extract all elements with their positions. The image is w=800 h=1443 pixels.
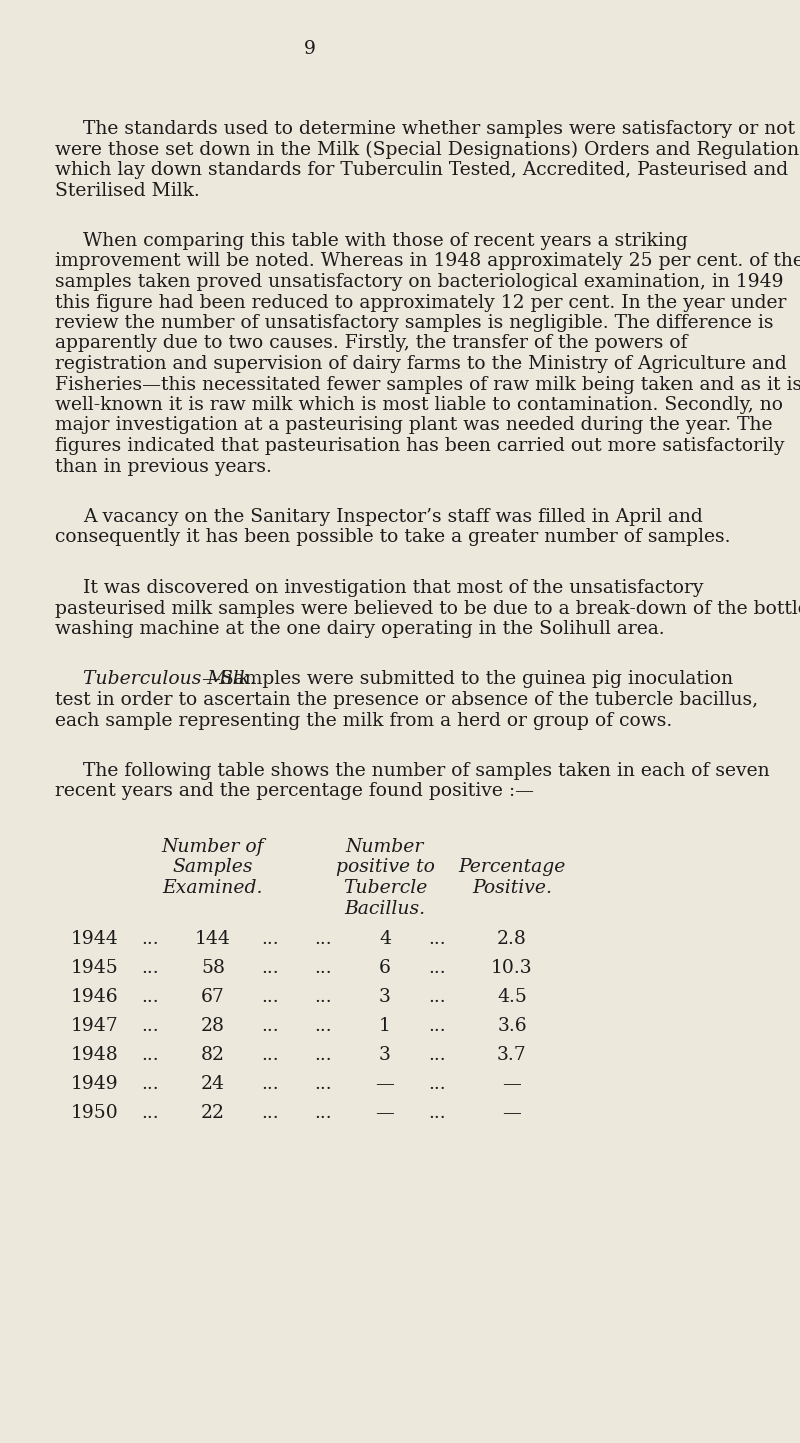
Text: were those set down in the Milk (Special Designations) Orders and Regulations: were those set down in the Milk (Special… <box>55 140 800 159</box>
Text: ...: ... <box>141 988 159 1006</box>
Text: than in previous years.: than in previous years. <box>55 457 272 476</box>
Text: 22: 22 <box>201 1104 225 1123</box>
Text: When comparing this table with those of recent years a striking: When comparing this table with those of … <box>83 232 688 250</box>
Text: 3.6: 3.6 <box>497 1017 527 1035</box>
Text: Fisheries—this necessitated fewer samples of raw milk being taken and as it is: Fisheries—this necessitated fewer sample… <box>55 375 800 394</box>
Text: 1945: 1945 <box>71 960 119 977</box>
Text: ...: ... <box>428 1017 446 1035</box>
Text: ...: ... <box>261 1104 279 1123</box>
Text: ...: ... <box>428 1046 446 1063</box>
Text: ...: ... <box>314 960 332 977</box>
Text: test in order to ascertain the presence or absence of the tubercle bacillus,: test in order to ascertain the presence … <box>55 691 758 709</box>
Text: ...: ... <box>141 1017 159 1035</box>
Text: 10.3: 10.3 <box>491 960 533 977</box>
Text: review the number of unsatisfactory samples is negligible. The difference is: review the number of unsatisfactory samp… <box>55 315 774 332</box>
Text: consequently it has been possible to take a greater number of samples.: consequently it has been possible to tak… <box>55 528 730 547</box>
Text: well-known it is raw milk which is most liable to contamination. Secondly, no: well-known it is raw milk which is most … <box>55 395 783 414</box>
Text: each sample representing the milk from a herd or group of cows.: each sample representing the milk from a… <box>55 711 672 730</box>
Text: 1949: 1949 <box>71 1075 119 1092</box>
Text: 3.7: 3.7 <box>497 1046 527 1063</box>
Text: which lay down standards for Tuberculin Tested, Accredited, Pasteurised and: which lay down standards for Tuberculin … <box>55 162 788 179</box>
Text: ...: ... <box>314 1075 332 1092</box>
Text: 1947: 1947 <box>71 1017 119 1035</box>
Text: 3: 3 <box>379 1046 391 1063</box>
Text: ...: ... <box>428 929 446 948</box>
Text: registration and supervision of dairy farms to the Ministry of Agriculture and: registration and supervision of dairy fa… <box>55 355 786 372</box>
Text: Examined.: Examined. <box>162 879 263 898</box>
Text: 1946: 1946 <box>71 988 119 1006</box>
Text: ...: ... <box>428 1075 446 1092</box>
Text: ...: ... <box>141 1046 159 1063</box>
Text: samples taken proved unsatisfactory on bacteriological examination, in 1949: samples taken proved unsatisfactory on b… <box>55 273 783 291</box>
Text: pasteurised milk samples were believed to be due to a break-down of the bottle: pasteurised milk samples were believed t… <box>55 599 800 618</box>
Text: ...: ... <box>141 960 159 977</box>
Text: Positive.: Positive. <box>472 879 552 898</box>
Text: this figure had been reduced to approximately 12 per cent. In the year under: this figure had been reduced to approxim… <box>55 293 786 312</box>
Text: 1944: 1944 <box>71 929 119 948</box>
Text: Sterilised Milk.: Sterilised Milk. <box>55 182 200 199</box>
Text: ...: ... <box>428 988 446 1006</box>
Text: ...: ... <box>314 1046 332 1063</box>
Text: 67: 67 <box>201 988 225 1006</box>
Text: —Samples were submitted to the guinea pig inoculation: —Samples were submitted to the guinea pi… <box>202 671 734 688</box>
Text: Samples: Samples <box>173 859 254 876</box>
Text: improvement will be noted. Whereas in 1948 approximately 25 per cent. of the: improvement will be noted. Whereas in 19… <box>55 253 800 270</box>
Text: 1: 1 <box>379 1017 391 1035</box>
Text: ...: ... <box>261 960 279 977</box>
Text: —: — <box>375 1075 394 1092</box>
Text: ...: ... <box>141 1075 159 1092</box>
Text: ...: ... <box>314 929 332 948</box>
Text: 4: 4 <box>379 929 391 948</box>
Text: 6: 6 <box>379 960 391 977</box>
Text: recent years and the percentage found positive :—: recent years and the percentage found po… <box>55 782 534 801</box>
Text: ...: ... <box>314 1104 332 1123</box>
Text: apparently due to two causes. Firstly, the transfer of the powers of: apparently due to two causes. Firstly, t… <box>55 335 687 352</box>
Text: The standards used to determine whether samples were satisfactory or not: The standards used to determine whether … <box>83 120 795 139</box>
Text: ...: ... <box>261 1046 279 1063</box>
Text: 1948: 1948 <box>71 1046 119 1063</box>
Text: ...: ... <box>428 1104 446 1123</box>
Text: Percentage: Percentage <box>458 859 566 876</box>
Text: 144: 144 <box>195 929 231 948</box>
Text: ...: ... <box>261 988 279 1006</box>
Text: ...: ... <box>261 1017 279 1035</box>
Text: 1950: 1950 <box>71 1104 119 1123</box>
Text: ...: ... <box>261 1075 279 1092</box>
Text: It was discovered on investigation that most of the unsatisfactory: It was discovered on investigation that … <box>83 579 703 597</box>
Text: 24: 24 <box>201 1075 225 1092</box>
Text: Number: Number <box>346 838 424 856</box>
Text: 82: 82 <box>201 1046 225 1063</box>
Text: Tuberculous Milk.: Tuberculous Milk. <box>83 671 256 688</box>
Text: figures indicated that pasteurisation has been carried out more satisfactorily: figures indicated that pasteurisation ha… <box>55 437 785 455</box>
Text: —: — <box>502 1104 522 1123</box>
Text: The following table shows the number of samples taken in each of seven: The following table shows the number of … <box>83 762 770 781</box>
Text: 3: 3 <box>379 988 391 1006</box>
Text: Bacillus.: Bacillus. <box>345 899 426 918</box>
Text: ...: ... <box>141 1104 159 1123</box>
Text: major investigation at a pasteurising plant was needed during the year. The: major investigation at a pasteurising pl… <box>55 417 773 434</box>
Text: 28: 28 <box>201 1017 225 1035</box>
Text: 4.5: 4.5 <box>497 988 527 1006</box>
Text: 58: 58 <box>201 960 225 977</box>
Text: 2.8: 2.8 <box>497 929 527 948</box>
Text: ...: ... <box>428 960 446 977</box>
Text: Tubercle: Tubercle <box>343 879 427 898</box>
Text: washing machine at the one dairy operating in the Solihull area.: washing machine at the one dairy operati… <box>55 620 665 638</box>
Text: ...: ... <box>141 929 159 948</box>
Text: 9: 9 <box>304 40 316 58</box>
Text: A vacancy on the Sanitary Inspector’s staff was filled in April and: A vacancy on the Sanitary Inspector’s st… <box>83 508 703 527</box>
Text: positive to: positive to <box>335 859 434 876</box>
Text: ...: ... <box>261 929 279 948</box>
Text: ...: ... <box>314 988 332 1006</box>
Text: —: — <box>375 1104 394 1123</box>
Text: —: — <box>502 1075 522 1092</box>
Text: ...: ... <box>314 1017 332 1035</box>
Text: Number of: Number of <box>162 838 264 856</box>
